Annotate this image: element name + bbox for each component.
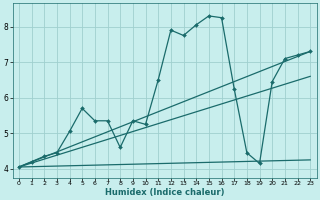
X-axis label: Humidex (Indice chaleur): Humidex (Indice chaleur) — [105, 188, 224, 197]
